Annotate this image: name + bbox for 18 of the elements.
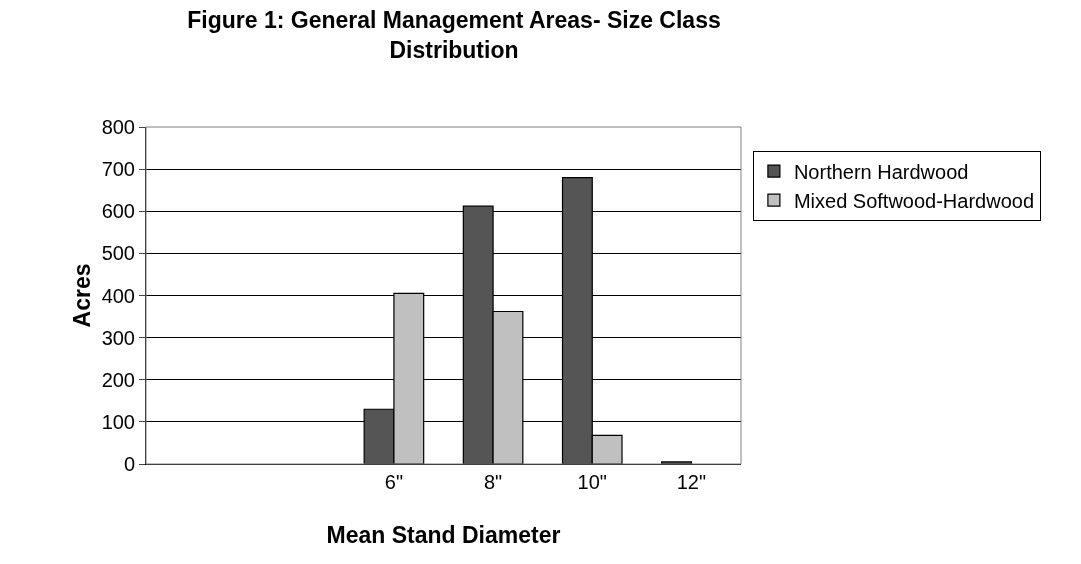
- x-tick-label: 12": [676, 471, 707, 493]
- y-tick-label: 500: [101, 242, 135, 265]
- y-tick-label: 400: [101, 284, 135, 307]
- x-tick-label: 6": [384, 471, 404, 493]
- x-axis-title: Mean Stand Diameter: [326, 522, 561, 548]
- y-tick-label: 300: [101, 326, 135, 349]
- x-tick-label: 8": [483, 471, 503, 493]
- legend-label: Mixed Softwood-Hardwood: [793, 189, 1035, 212]
- y-tick-label: 800: [101, 116, 135, 138]
- chart-title: Figure 1: General Management Areas- Size Class Distribution: [187, 7, 721, 64]
- y-tick-label: 700: [101, 158, 135, 181]
- y-tick-label: 200: [101, 368, 135, 391]
- y-tick-label: 600: [101, 200, 135, 223]
- x-tick-label: 10": [577, 471, 607, 493]
- y-tick-label: 100: [101, 410, 135, 433]
- y-axis-title: Acres: [69, 263, 95, 328]
- legend-label: Northern Hardwood: [793, 160, 969, 183]
- y-tick-label: 0: [123, 453, 135, 475]
